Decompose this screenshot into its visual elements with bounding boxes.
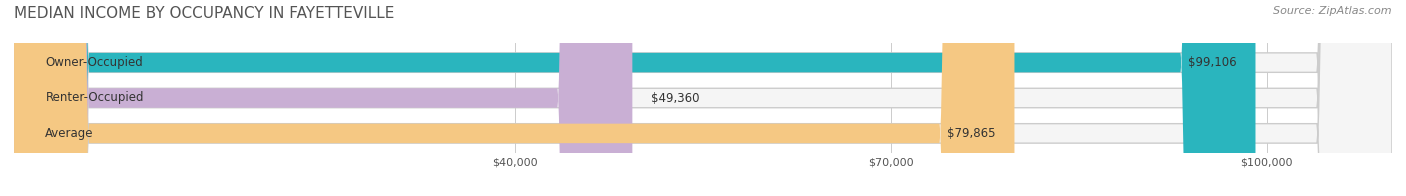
FancyBboxPatch shape	[14, 0, 1392, 196]
FancyBboxPatch shape	[14, 0, 1392, 196]
Text: Renter-Occupied: Renter-Occupied	[45, 92, 143, 104]
Text: MEDIAN INCOME BY OCCUPANCY IN FAYETTEVILLE: MEDIAN INCOME BY OCCUPANCY IN FAYETTEVIL…	[14, 6, 395, 21]
FancyBboxPatch shape	[14, 0, 1256, 196]
Text: Owner-Occupied: Owner-Occupied	[45, 56, 143, 69]
FancyBboxPatch shape	[14, 0, 633, 196]
Text: $79,865: $79,865	[948, 127, 995, 140]
Text: Source: ZipAtlas.com: Source: ZipAtlas.com	[1274, 6, 1392, 16]
Text: $49,360: $49,360	[651, 92, 700, 104]
FancyBboxPatch shape	[14, 0, 1015, 196]
Text: Average: Average	[45, 127, 94, 140]
FancyBboxPatch shape	[14, 0, 1392, 196]
Text: $99,106: $99,106	[1188, 56, 1237, 69]
